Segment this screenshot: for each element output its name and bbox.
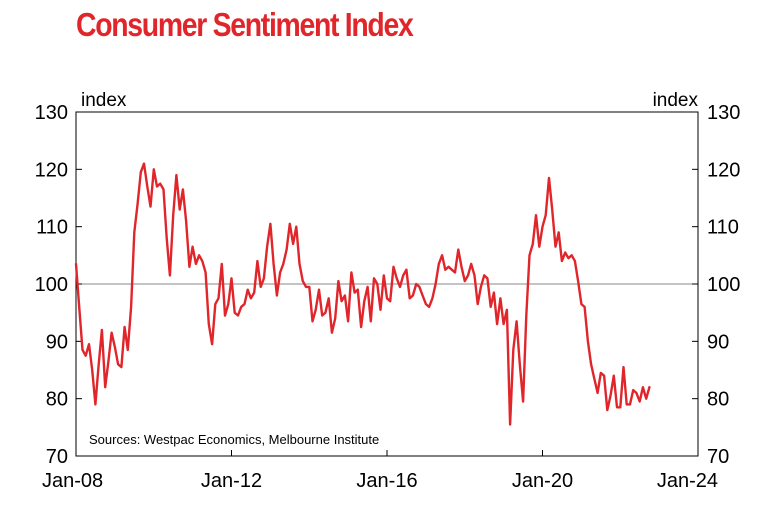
x-tick-label: Jan-12	[201, 470, 262, 492]
y-axis-right-label: index	[653, 90, 699, 111]
x-tick-label: Jan-08	[42, 470, 103, 492]
chart-title: Consumer Sentiment Index	[76, 6, 414, 43]
y-tick-label-left: 80	[46, 389, 68, 411]
series-line-consumer-sentiment	[74, 162, 651, 426]
x-tick-label: Jan-20	[512, 470, 573, 492]
y-tick-label-left: 120	[35, 159, 68, 181]
y-tick-label-right: 90	[707, 331, 729, 353]
y-tick-label-left: 100	[35, 274, 68, 296]
y-tick-label-right: 110	[707, 217, 739, 239]
y-tick-label-left: 130	[35, 102, 68, 124]
y-tick-label-right: 80	[707, 389, 729, 411]
y-tick-label-left: 110	[36, 217, 68, 239]
y-tick-label-right: 130	[707, 102, 740, 124]
y-tick-label-right: 120	[707, 159, 740, 181]
y-tick-label-right: 70	[707, 446, 729, 468]
x-tick-label: Jan-16	[356, 470, 417, 492]
x-axis: Jan-08 Jan-12 Jan-16 Jan-20 Jan-24	[42, 450, 718, 492]
y-tick-label-left: 70	[46, 446, 68, 468]
y-axis-left: 70 80 90 100 110 120 130	[35, 102, 82, 468]
x-tick-label: Jan-24	[657, 470, 718, 492]
y-axis-right: 70 80 90 100 110 120 130	[692, 102, 740, 468]
y-axis-left-label: index	[81, 90, 127, 111]
y-tick-label-right: 100	[707, 274, 740, 296]
y-tick-label-left: 90	[46, 331, 68, 353]
source-note: Sources: Westpac Economics, Melbourne In…	[89, 432, 379, 447]
